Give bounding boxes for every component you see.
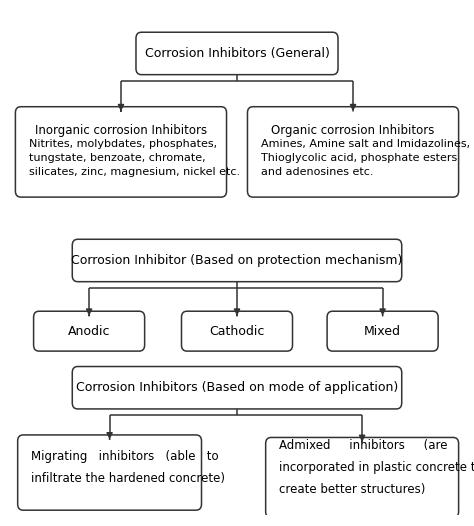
FancyBboxPatch shape	[72, 239, 402, 282]
Text: Admixed     inhibitors     (are
incorporated in plastic concrete to
create bette: Admixed inhibitors (are incorporated in …	[279, 439, 474, 496]
FancyBboxPatch shape	[18, 435, 201, 510]
FancyBboxPatch shape	[182, 311, 292, 351]
Text: Inorganic corrosion Inhibitors: Inorganic corrosion Inhibitors	[35, 124, 207, 137]
FancyBboxPatch shape	[34, 311, 145, 351]
FancyBboxPatch shape	[327, 311, 438, 351]
FancyBboxPatch shape	[15, 107, 227, 197]
Text: Anodic: Anodic	[68, 325, 110, 338]
Text: Amines, Amine salt and Imidazolines,
Thioglycolic acid, phosphate esters
and ade: Amines, Amine salt and Imidazolines, Thi…	[261, 139, 470, 177]
Text: Organic corrosion Inhibitors: Organic corrosion Inhibitors	[271, 124, 435, 137]
FancyBboxPatch shape	[247, 107, 459, 197]
FancyBboxPatch shape	[136, 32, 338, 75]
Text: Cathodic: Cathodic	[210, 325, 264, 338]
Text: Migrating   inhibitors   (able   to
infiltrate the hardened concrete): Migrating inhibitors (able to infiltrate…	[31, 450, 225, 485]
Text: Mixed: Mixed	[364, 325, 401, 338]
FancyBboxPatch shape	[72, 367, 402, 409]
Text: Corrosion Inhibitor (Based on protection mechanism): Corrosion Inhibitor (Based on protection…	[71, 254, 403, 267]
Text: Corrosion Inhibitors (Based on mode of application): Corrosion Inhibitors (Based on mode of a…	[76, 381, 398, 394]
Text: Corrosion Inhibitors (General): Corrosion Inhibitors (General)	[145, 47, 329, 60]
Text: Nitrites, molybdates, phosphates,
tungstate, benzoate, chromate,
silicates, zinc: Nitrites, molybdates, phosphates, tungst…	[29, 139, 240, 177]
FancyBboxPatch shape	[265, 438, 459, 518]
